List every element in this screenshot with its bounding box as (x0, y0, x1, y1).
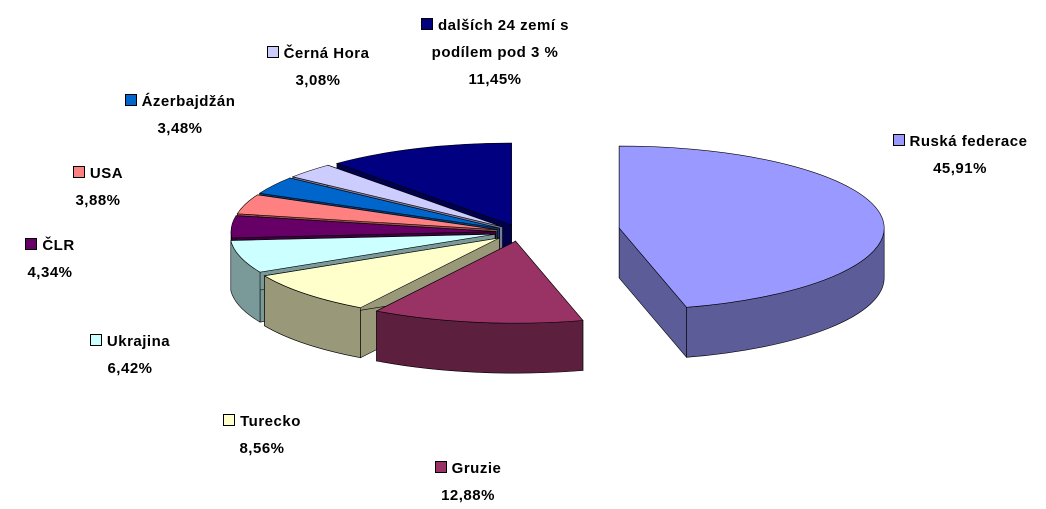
category-name: ČLR (42, 237, 75, 254)
data-label: Ukrajina 6,42% (30, 328, 230, 382)
value-label: 6,42% (107, 360, 153, 377)
value-label: 45,91% (933, 160, 987, 177)
legend-swatch (420, 18, 433, 30)
legend-swatch (434, 461, 447, 473)
label-name: dalších 24 zemí s podílem pod 3 % (390, 12, 600, 66)
data-label: Ázerbajdžán 3,48% (80, 88, 280, 142)
value-label: 8,56% (239, 440, 285, 457)
label-name: Ruská federace (860, 128, 1046, 155)
label-name: ČLR (0, 232, 150, 259)
label-name: USA (0, 160, 198, 187)
category-name: Turecko (240, 413, 301, 430)
legend-swatch (25, 238, 38, 250)
category-name: Gruzie (451, 460, 502, 477)
slice-top (291, 164, 503, 228)
slice-top (236, 194, 498, 230)
legend-swatch (892, 134, 905, 146)
legend-swatch (72, 166, 85, 178)
category-name: USA (89, 165, 124, 182)
slice-top (335, 142, 512, 226)
label-name: Turecko (162, 408, 362, 435)
label-name: Ukrajina (30, 328, 230, 355)
data-label: ČLR 4,34% (0, 232, 150, 286)
slice-top (375, 240, 584, 324)
slice-top (230, 215, 497, 239)
data-label: Černá Hora 3,08% (218, 40, 418, 94)
category-name: Ázerbajdžán (141, 93, 236, 110)
value-label: 12,88% (441, 487, 495, 504)
data-label: Ruská federace 45,91% (860, 128, 1046, 182)
category-name: Ukrajina (106, 333, 171, 350)
value-label: 3,08% (295, 72, 341, 89)
data-label: Gruzie 12,88% (368, 455, 568, 509)
slice-top (230, 233, 496, 273)
value-label: 4,34% (27, 264, 73, 281)
data-label: dalších 24 zemí s podílem pod 3 % 11,45% (390, 12, 600, 93)
slice-top (263, 237, 500, 309)
category-name: Ruská federace (909, 133, 1028, 150)
slice-top (258, 177, 500, 229)
slice (375, 240, 584, 374)
legend-swatch (89, 334, 102, 346)
slice (618, 145, 885, 359)
slice-top (618, 145, 885, 308)
legend-swatch (124, 94, 137, 106)
category-name: Černá Hora (283, 45, 370, 62)
category-name: dalších 24 zemí s podílem pod 3 % (431, 17, 570, 61)
legend-swatch (266, 46, 279, 58)
label-name: Ázerbajdžán (80, 88, 280, 115)
value-label: 11,45% (468, 71, 522, 88)
legend-swatch (223, 414, 236, 426)
label-name: Gruzie (368, 455, 568, 482)
value-label: 3,88% (75, 192, 121, 209)
data-label: USA 3,88% (0, 160, 198, 214)
label-name: Černá Hora (218, 40, 418, 67)
value-label: 3,48% (157, 120, 203, 137)
data-label: Turecko 8,56% (162, 408, 362, 462)
